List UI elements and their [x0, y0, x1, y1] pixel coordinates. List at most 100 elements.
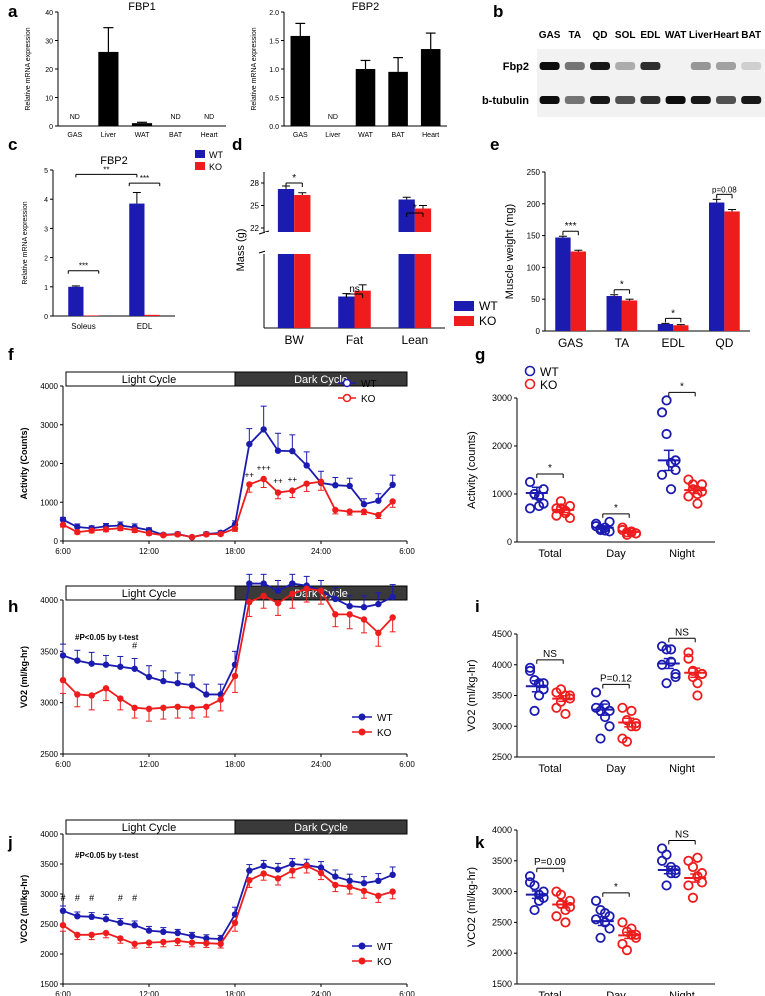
vco2-y-label: VCO2 (ml/kg-hr)	[19, 875, 29, 944]
activity-point-ko	[131, 526, 138, 534]
axis-break-mark	[258, 230, 270, 235]
activity-point-wt	[303, 462, 310, 469]
vo2-chart: 2500 3000 3500 4000 VO2 (ml/kg-hr) 6:00 12:00 1…	[19, 573, 415, 769]
fbp2-nd-label: ND	[328, 114, 338, 121]
vco2-point-wt	[160, 928, 167, 935]
legend-label: KO	[377, 957, 392, 968]
vco2-point-ko	[332, 881, 339, 889]
vco2-dark-cycle-label: Dark Cycle	[294, 822, 348, 834]
activity-x-tick-label: 6:00	[55, 547, 71, 556]
legend-label: KO	[361, 394, 376, 405]
blot-band	[716, 96, 736, 104]
legend-marker-wt	[342, 378, 352, 388]
vco2-summary-point-ko	[551, 911, 562, 922]
activity-summary-sig-label: *	[614, 503, 618, 514]
vo2-summary-y-label: VO2 (ml/kg-hr)	[466, 659, 478, 731]
legend-label: KO	[540, 378, 557, 392]
blot-band	[564, 62, 585, 70]
vco2-point-ko	[117, 935, 124, 942]
fbp1-bar	[131, 123, 153, 126]
panel-letter-h: h	[8, 597, 18, 616]
vco2-summary-y-tick-label: 4000	[492, 825, 512, 835]
vco2-y-tick-label: 1500	[40, 980, 58, 989]
vco2-summary-point-ko	[555, 889, 567, 900]
vo2-point-wt	[289, 580, 296, 587]
activity-light-cycle-label: Light Cycle	[122, 374, 176, 386]
vco2-summary-y-tick-label: 3500	[492, 856, 512, 866]
fbp2-muscle-chart: 0 1 2 3 4 5 Relative mRNA expression FBP2 Soleus…	[22, 150, 223, 331]
vo2-x-tick-label: 24:00	[311, 760, 332, 769]
vco2-summary-point-wt	[590, 895, 602, 906]
vo2-point-ko	[217, 696, 224, 703]
vo2-summary-chart: 2500 3000 3500 4000 4500 VO2 (ml/kg-hr) Total N…	[466, 627, 715, 775]
vo2-summary-point-ko	[683, 653, 694, 664]
vo2-summary-sig-label: NS	[675, 627, 689, 638]
muscle-weight-sig-label: *	[671, 308, 675, 319]
fbp2-muscle-y-label: Relative mRNA expression	[22, 201, 29, 284]
vco2-light-cycle-label: Light Cycle	[122, 822, 176, 834]
vo2-point-wt	[117, 663, 124, 670]
activity-x-tick-label: 12:00	[139, 547, 160, 556]
muscle-weight-y-tick-label: 50	[531, 295, 540, 304]
vo2-summary-point-ko	[555, 684, 567, 695]
fbp2-bar	[290, 35, 311, 126]
vco2-point-ko	[246, 877, 253, 884]
activity-summary-y-tick-label: 3000	[492, 393, 512, 403]
fbp1-y-tick-label: 20	[45, 67, 53, 74]
vo2-summary-point-ko	[696, 668, 708, 680]
vco2-sig-label: #	[132, 893, 137, 903]
panel-letter-k: k	[475, 833, 485, 852]
activity-dark-cycle-label: Dark Cycle	[294, 374, 348, 386]
vco2-x-tick-label: 6:00	[399, 990, 415, 996]
vo2-point-ko	[174, 703, 181, 710]
vco2-point-wt	[360, 880, 368, 887]
panel-letter-a: a	[8, 2, 18, 21]
vo2-point-ko	[375, 629, 382, 637]
vco2-y-tick-label: 2500	[40, 920, 58, 929]
activity-point-ko	[74, 528, 81, 536]
vo2-summary-point-ko	[551, 702, 562, 713]
vo2-point-wt	[102, 661, 110, 668]
activity-point-ko	[145, 530, 153, 537]
vco2-sig-label: #	[118, 893, 123, 903]
muscle-weight-x-tick-label: GAS	[558, 336, 583, 350]
blot-band	[741, 62, 762, 70]
vo2-point-wt	[59, 652, 67, 659]
vo2-summary-point-ko	[621, 736, 633, 747]
vco2-y-tick-label: 3000	[40, 890, 58, 899]
vo2-summary-point-wt	[524, 662, 536, 673]
fbp2-bar	[420, 49, 441, 126]
vco2-summary-sig-label: P=0.09	[534, 857, 566, 868]
vco2-point-ko	[375, 892, 382, 899]
fbp1-title: FBP1	[128, 1, 156, 13]
vco2-chart: 1500 2000 2500 3000 3500 4000 VCO2 (ml/kg-hr) 6…	[19, 819, 415, 996]
legend-marker-wt	[358, 713, 366, 721]
activity-summary-point-ko	[551, 510, 562, 521]
activity-point-ko	[274, 489, 282, 496]
muscle-weight-bar-ko	[570, 251, 586, 331]
vco2-point-ko	[131, 940, 138, 947]
activity-dark-cycle-bar	[234, 371, 408, 387]
activity-chart: 0 1000 2000 3000 4000 Activity (Counts) 6:00 12…	[19, 371, 415, 556]
vo2-point-ko	[59, 676, 67, 684]
vo2-point-ko	[260, 592, 267, 600]
blot-band	[690, 62, 711, 70]
activity-point-wt	[59, 516, 67, 523]
body-mass-bar-wt	[398, 199, 415, 328]
vo2-summary-point-wt	[604, 705, 615, 716]
vco2-point-wt	[145, 927, 153, 934]
vo2-point-ko	[131, 704, 138, 711]
blot-band	[741, 96, 762, 104]
blot-band	[615, 96, 636, 104]
vco2-point-ko	[160, 938, 167, 946]
activity-summary-point-ko	[683, 491, 694, 502]
activity-point-ko	[102, 526, 110, 533]
vco2-line-wt	[62, 863, 394, 940]
vco2-point-wt	[88, 913, 95, 920]
vco2-summary-point-ko	[621, 945, 633, 956]
vo2-light-cycle-label: Light Cycle	[122, 588, 176, 600]
vo2-summary-point-wt	[661, 644, 672, 655]
vco2-point-wt	[317, 864, 325, 871]
